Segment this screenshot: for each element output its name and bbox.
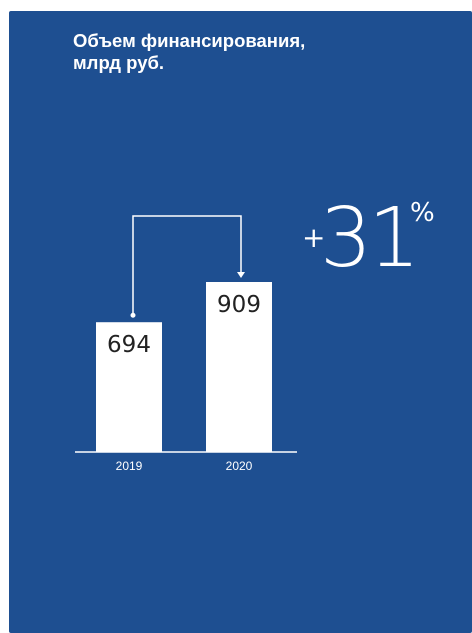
chart-canvas: 694 909 2019 2020 + 31 %: [75, 191, 435, 473]
growth-unit: %: [410, 198, 435, 228]
comparison-arrow-head: [237, 272, 245, 278]
x-tick-label-2019: 2019: [116, 459, 143, 473]
chart-title-line2: млрд руб.: [73, 52, 165, 73]
growth-sign: +: [302, 221, 325, 254]
bar-value-label-2020: 909: [217, 292, 261, 318]
bar-value-label-2019: 694: [107, 332, 151, 358]
chart-title-line1: Объем финансирования,: [73, 30, 306, 51]
bars-group: [96, 282, 272, 452]
chart-title: Объем финансирования, млрд руб.: [73, 30, 413, 74]
x-tick-label-2020: 2020: [226, 459, 253, 473]
growth-value: 31: [320, 191, 416, 286]
comparison-arrow-start-dot: [130, 312, 136, 318]
infographic-panel: Объем финансирования, млрд руб. 694 909 2…: [9, 11, 472, 633]
bar-2020: [206, 282, 272, 452]
comparison-arrow: [132, 215, 242, 316]
bar-labels-group: 694 909: [107, 292, 261, 358]
bar-2019: [96, 322, 162, 452]
tick-labels-group: 2019 2020: [116, 459, 253, 473]
